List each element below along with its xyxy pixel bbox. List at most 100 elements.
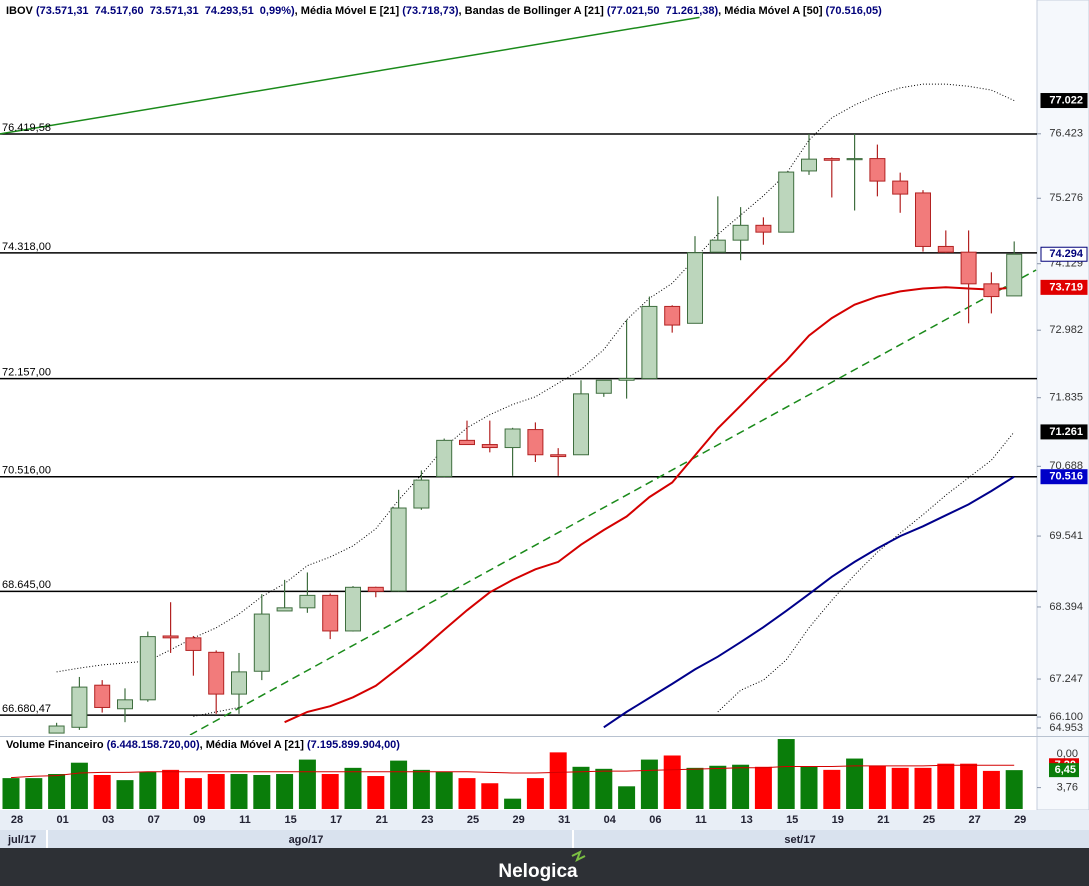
x-tick-label: 09: [193, 814, 205, 826]
candle-body: [709, 239, 726, 253]
indicator-line: [56, 83, 1015, 673]
value-badge: [1040, 469, 1088, 485]
trendline: [189, 269, 1037, 735]
candle-body: [755, 224, 772, 233]
candle-body: [687, 252, 703, 324]
x-tick-label: 23: [421, 814, 433, 826]
logo-mark: [571, 849, 586, 863]
x-tick-label: 27: [968, 814, 980, 826]
candle-body: [276, 607, 293, 612]
y-tick-label: 71.835: [1049, 392, 1083, 404]
volume-bar: [253, 774, 271, 809]
trendline: [0, 16, 700, 135]
value-badge: [1040, 93, 1088, 109]
y-tick-label: 67.247: [1049, 673, 1083, 685]
volume-bar: [846, 758, 864, 809]
volume-title-part: (7.195.899.904,00): [307, 739, 400, 751]
x-tick-label: 07: [148, 814, 160, 826]
candle-body: [139, 636, 156, 701]
candle-body: [231, 671, 247, 695]
volume-bar: [184, 778, 202, 809]
month-label: ago/17: [289, 834, 324, 846]
x-tick-label: 25: [467, 814, 479, 826]
volume-bar: [686, 767, 704, 809]
candle-body: [641, 305, 658, 379]
x-tick-label: 13: [740, 814, 752, 826]
x-tick-label: 29: [512, 814, 524, 826]
y-tick-label: 72.982: [1049, 324, 1083, 336]
candle-body: [915, 192, 931, 247]
legend-header: IBOV (73.571,31 74.517,60 73.571,31 74.2…: [6, 5, 882, 17]
volume-bar: [572, 766, 590, 809]
candle-body: [618, 377, 635, 381]
candle-body: [778, 171, 795, 233]
candle-body: [459, 439, 475, 446]
candle-body: [117, 699, 133, 710]
price-axis-area: [1036, 0, 1089, 811]
volume-bar: [891, 767, 909, 809]
candle-body: [413, 479, 430, 509]
horizontal-line-label: 68.645,00: [2, 579, 51, 591]
volume-bar: [640, 759, 658, 809]
candle-body: [94, 684, 111, 708]
y-tick-label: 64.953: [1049, 722, 1083, 734]
volume-bar: [823, 769, 841, 809]
volume-tick-label: 3,76: [1057, 782, 1078, 794]
volume-axis-label: 0,00: [1057, 748, 1078, 760]
volume-bar: [982, 770, 1000, 809]
legend-part: (73.571,31 74.517,60 73.571,31 74.293,51…: [36, 5, 295, 17]
volume-title: Volume Financeiro (6.448.158.720,00), Mé…: [6, 739, 400, 751]
candle-body: [1006, 253, 1023, 297]
volume-badge-label: 6,45: [1055, 764, 1076, 776]
y-tick-label: 66.100: [1049, 711, 1083, 723]
candle-body: [322, 594, 339, 632]
volume-bar: [162, 769, 180, 809]
candle-body: [937, 245, 954, 253]
volume-bar: [458, 778, 476, 809]
value-badge: [1040, 279, 1088, 295]
candle-body: [481, 444, 498, 449]
x-tick-label: 21: [877, 814, 889, 826]
volume-bar: [139, 771, 157, 809]
candle-body: [550, 454, 567, 458]
value-badge: [1040, 424, 1088, 440]
volume-bar: [321, 774, 339, 809]
x-tick-label: 17: [330, 814, 342, 826]
candle-body: [869, 158, 886, 182]
volume-bar: [25, 778, 43, 809]
value-badge-label: 77.022: [1049, 94, 1083, 106]
candle-body: [504, 428, 521, 449]
indicator-line: [603, 475, 1015, 729]
candle-body: [185, 637, 202, 651]
legend-part: , Bandas de Bollinger A [21]: [459, 5, 607, 17]
candle-body: [846, 158, 863, 161]
volume-bar: [504, 798, 522, 809]
volume-badge: [1049, 763, 1079, 778]
volume-bar: [70, 762, 88, 809]
volume-bar: [344, 767, 362, 809]
candle-body: [573, 393, 589, 456]
volume-bar: [777, 739, 795, 809]
x-tick-label: 28: [11, 814, 23, 826]
volume-bar: [868, 765, 886, 809]
candle-body: [960, 251, 977, 285]
legend-part: (77.021,50 71.261,38): [607, 5, 719, 17]
candle-body: [71, 686, 88, 728]
legend-part: IBOV: [6, 5, 36, 17]
horizontal-line-label: 66.680,47: [2, 703, 51, 715]
y-tick-label: 69.541: [1049, 530, 1083, 542]
x-tick-label: 01: [56, 814, 68, 826]
candle-body: [732, 224, 749, 241]
legend-part: (73.718,73): [402, 5, 459, 17]
candle-body: [208, 651, 225, 695]
value-badge-label: 73.719: [1049, 281, 1083, 293]
legend-part: (70.516,05): [826, 5, 883, 17]
legend-part: , Média Móvel E [21]: [295, 5, 403, 17]
volume-bar: [276, 774, 294, 809]
value-badge-label: 74.294: [1049, 248, 1084, 260]
indicator-line: [284, 286, 1015, 724]
candle-body: [253, 613, 270, 672]
volume-bar: [914, 767, 932, 809]
x-tick-label: 19: [832, 814, 844, 826]
